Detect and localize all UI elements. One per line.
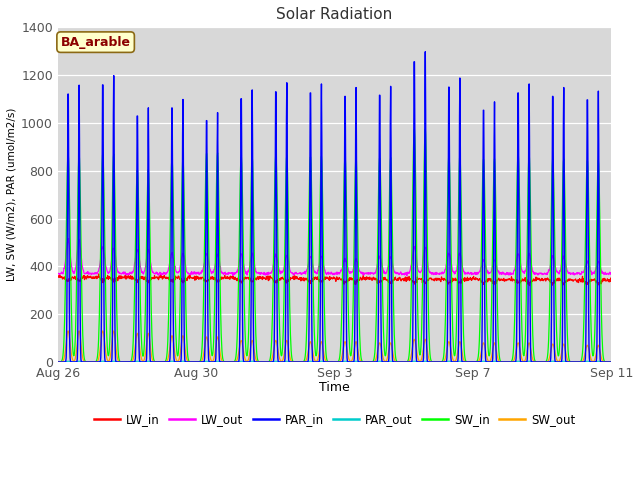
X-axis label: Time: Time: [319, 381, 350, 394]
Y-axis label: LW, SW (W/m2), PAR (umol/m2/s): LW, SW (W/m2), PAR (umol/m2/s): [7, 108, 17, 281]
Legend: LW_in, LW_out, PAR_in, PAR_out, SW_in, SW_out: LW_in, LW_out, PAR_in, PAR_out, SW_in, S…: [89, 408, 580, 431]
Title: Solar Radiation: Solar Radiation: [276, 7, 393, 22]
Text: BA_arable: BA_arable: [61, 36, 131, 48]
